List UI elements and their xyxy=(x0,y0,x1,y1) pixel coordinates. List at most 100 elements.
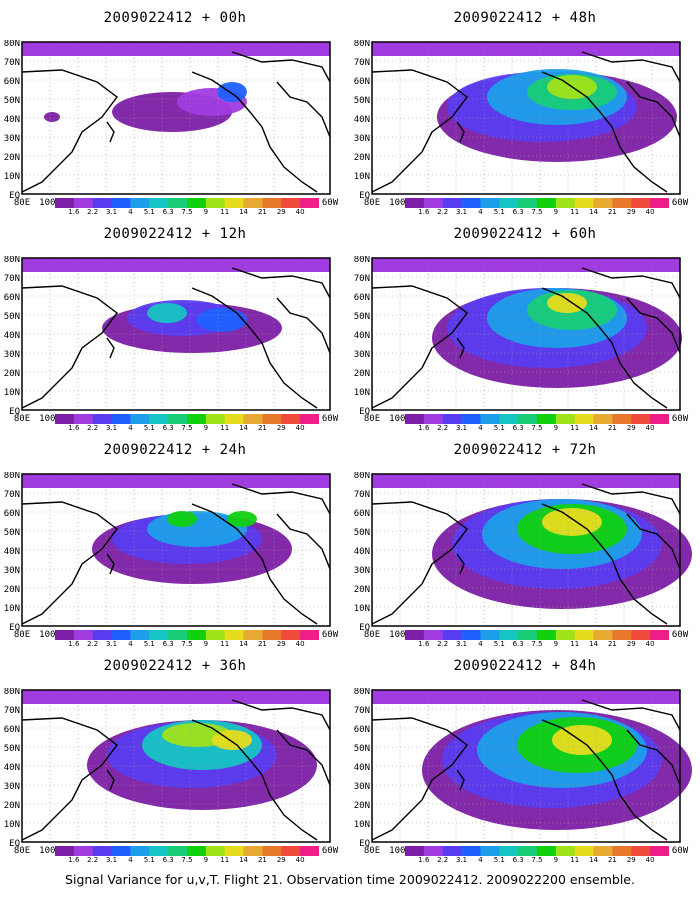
arctic-coastline xyxy=(581,483,681,515)
longitude-label: 60W xyxy=(322,198,339,208)
colorbar-swatch xyxy=(168,630,188,640)
asia-coastline xyxy=(371,69,468,193)
latitude-label: 50N xyxy=(4,96,20,106)
arctic-coastline xyxy=(231,51,331,83)
colorbar-tick-label: 11 xyxy=(570,208,580,216)
colorbar-swatch xyxy=(461,846,481,856)
longitude-label: 60W xyxy=(322,846,339,856)
longitude-label: 60W xyxy=(672,198,689,208)
latitude-label: 60N xyxy=(4,725,20,735)
latitude-label: 50N xyxy=(4,744,20,754)
colorbar-tick-label: 21 xyxy=(257,424,267,432)
latitude-label: 20N xyxy=(4,585,20,595)
longitude-label: 80E xyxy=(364,414,380,424)
colorbar-swatch xyxy=(423,630,444,640)
colorbar-swatch xyxy=(149,414,169,424)
map-panel: 2009022412 + 36h 80N 70N 60N 50N 40N 30N 20N 10N… xyxy=(0,648,350,870)
colorbar-tick-label: 7.5 xyxy=(531,640,543,648)
colorbar-tick-label: 29 xyxy=(626,208,636,216)
colorbar-swatch xyxy=(537,198,557,208)
colorbar-tick-label: 4 xyxy=(478,424,483,432)
colorbar-labels: 1.6 2.2 3.1 4 5.1 6.3 7.5 9 11 14 21 29 40 xyxy=(405,640,669,650)
latitude-label: 80N xyxy=(354,472,370,481)
colorbar-tick-label: 5.1 xyxy=(143,424,155,432)
variance-map: 80N70N60N50N40N30N20N10NEQ80E100E120E140… xyxy=(4,40,339,208)
colorbar-swatch xyxy=(461,630,481,640)
latitude-label: 30N xyxy=(4,782,20,792)
panel-title: 2009022412 + 36h xyxy=(103,658,247,674)
arctic-coastline xyxy=(231,267,331,299)
north-america-coastline xyxy=(191,71,318,193)
colorbar-swatch xyxy=(518,630,538,640)
colorbar xyxy=(405,843,670,856)
longitude-label: 100E xyxy=(389,414,411,424)
colorbar-tick-label: 4 xyxy=(128,424,133,432)
variance-map: 80N70N60N50N40N30N20N10NEQ80E100E120E140… xyxy=(4,688,339,856)
latitude-label: 10N xyxy=(4,172,20,182)
latitude-label: 50N xyxy=(354,96,370,106)
colorbar-swatch xyxy=(405,630,425,640)
longitude-label: 100E xyxy=(39,198,61,208)
longitude-label: 60W xyxy=(672,846,689,856)
latitude-label: EQ xyxy=(359,839,370,849)
colorbar-swatch xyxy=(405,198,425,208)
colorbar-tick-label: 40 xyxy=(295,640,305,648)
colorbar-tick-label: 40 xyxy=(645,208,655,216)
colorbar-tick-label: 29 xyxy=(276,640,286,648)
latitude-label: 70N xyxy=(4,274,20,284)
colorbar-tick-label: 7.5 xyxy=(181,424,193,432)
colorbar-tick-label: 9 xyxy=(553,856,559,864)
colorbar-swatch xyxy=(149,198,169,208)
latitude-label: 60N xyxy=(354,725,370,735)
longitude-label: 60W xyxy=(672,630,689,640)
asia-coastline xyxy=(21,717,118,841)
latitude-label: 30N xyxy=(354,350,370,360)
colorbar-tick-label: 29 xyxy=(626,424,636,432)
colorbar-tick-label: 2.2 xyxy=(437,208,449,216)
map-frame xyxy=(371,473,681,627)
longitude-label: 60W xyxy=(672,414,689,424)
colorbar-swatch xyxy=(612,198,632,208)
longitude-label: 100E xyxy=(389,630,411,640)
variance-contour xyxy=(197,308,247,332)
colorbar-tick-label: 9 xyxy=(203,856,209,864)
colorbar-tick-label: 21 xyxy=(257,208,267,216)
colorbar-swatch xyxy=(555,846,576,856)
colorbar-tick-label: 3.1 xyxy=(105,208,118,216)
colorbar-swatch xyxy=(537,630,557,640)
colorbar xyxy=(55,627,320,640)
colorbar-tick-label: 7.5 xyxy=(181,856,193,864)
latitude-label: 30N xyxy=(354,566,370,576)
colorbar-tick-label: 4 xyxy=(128,640,133,648)
map-panel: 2009022412 + 84h 80N 70N 60N 50N 40N 30N 20N 10N… xyxy=(350,648,700,870)
latitude-label: 60N xyxy=(354,509,370,519)
latitude-label: 30N xyxy=(4,566,20,576)
colorbar-swatch xyxy=(405,414,425,424)
north-america-coastline xyxy=(541,719,668,841)
colorbar-swatch xyxy=(205,630,226,640)
colorbar-tick-label: 1.6 xyxy=(68,640,80,648)
latitude-label: 20N xyxy=(4,369,20,379)
panel-title: 2009022412 + 00h xyxy=(103,10,247,26)
latitude-label: EQ xyxy=(359,191,370,201)
colorbar-tick-label: 9 xyxy=(553,208,559,216)
colorbar-swatch xyxy=(423,198,444,208)
colorbar-tick-label: 40 xyxy=(645,640,655,648)
latitude-label: 10N xyxy=(354,604,370,614)
colorbar-tick-label: 6.3 xyxy=(162,640,174,648)
colorbar-labels: 1.6 2.2 3.1 4 5.1 6.3 7.5 9 11 14 21 29 40 xyxy=(405,208,669,218)
longitude-label: 60W xyxy=(322,630,339,640)
latitude-label: 30N xyxy=(4,134,20,144)
variance-contour xyxy=(44,112,60,122)
panel-title: 2009022412 + 24h xyxy=(103,442,247,458)
longitude-label: 80E xyxy=(14,846,30,856)
colorbar-tick-label: 3.1 xyxy=(105,640,118,648)
colorbar-tick-label: 14 xyxy=(589,208,599,216)
latitude-label: EQ xyxy=(359,623,370,633)
latitude-label: 30N xyxy=(4,350,20,360)
colorbar-swatch xyxy=(537,414,557,424)
colorbar-tick-label: 7.5 xyxy=(181,208,193,216)
colorbar-swatch xyxy=(187,630,207,640)
latitude-label: 20N xyxy=(354,801,370,811)
colorbar-swatch xyxy=(423,846,444,856)
